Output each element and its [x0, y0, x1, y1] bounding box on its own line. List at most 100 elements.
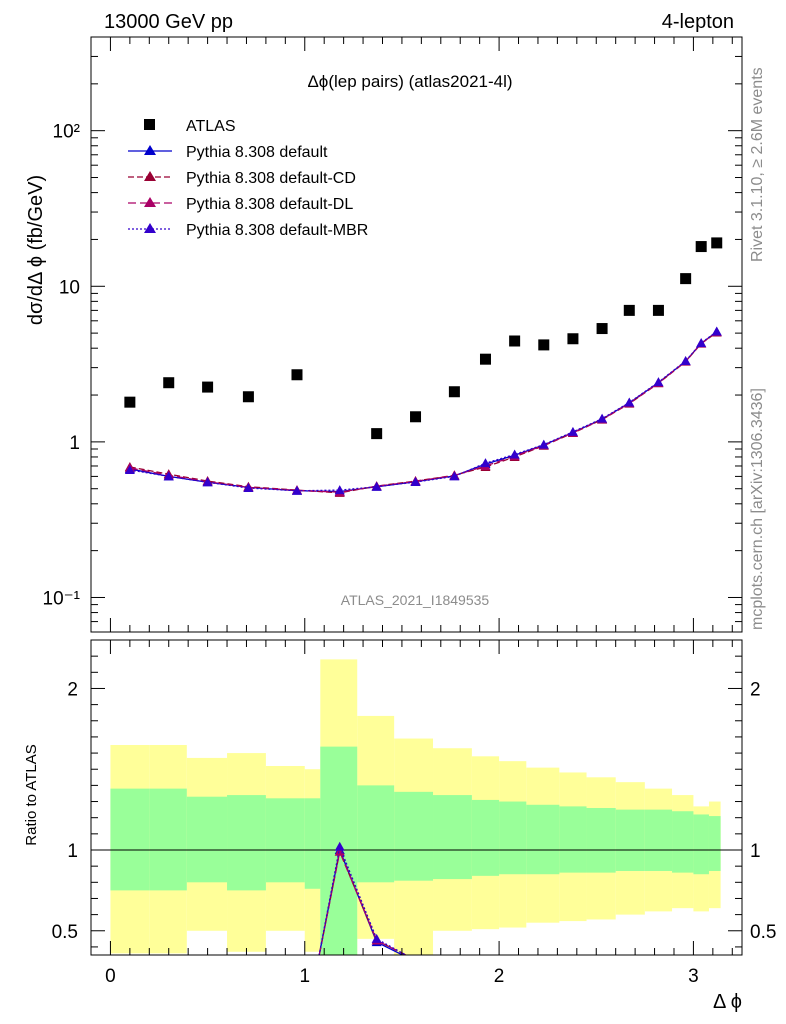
data-point	[163, 377, 175, 389]
mc-line-1	[129, 331, 718, 494]
mc-marker-3	[291, 485, 302, 495]
ratio-band-green	[526, 804, 560, 875]
ratio-band-green	[149, 788, 187, 891]
mc-marker-3	[653, 377, 664, 387]
data-point	[680, 273, 692, 285]
ratio-band-green	[644, 809, 673, 871]
chart-title: Δϕ(lep pairs) (atlas2021-4l)	[307, 72, 512, 91]
ratio-band-green	[186, 796, 228, 883]
y-tick-label: 1	[69, 433, 80, 454]
ratio-band-green	[693, 814, 709, 875]
data-point	[509, 335, 521, 347]
ratio-band-green	[357, 785, 395, 883]
ratio-band-green	[708, 816, 721, 871]
mc-line-3	[129, 330, 718, 492]
plot-layer: 0 1 2 3 10⁻¹ 1 10 10² 0.5 0.5 1 1 2 2 ATLAS Pythia 8.30…	[43, 36, 776, 987]
legend-label: Pythia 8.308 default-DL	[186, 196, 353, 213]
ratio-tick-label: 1	[67, 841, 78, 862]
ratio-band-group	[110, 659, 721, 955]
mc-marker-3	[202, 477, 213, 487]
ratio-band-green	[615, 809, 645, 871]
legend-entry-data: ATLAS	[144, 118, 236, 135]
legend-data-label: ATLAS	[186, 118, 236, 135]
legend-entry-3: Pythia 8.308 default-MBR	[128, 222, 368, 239]
ratio-band-green	[499, 801, 527, 875]
ratio-y-axis-label: Ratio to ATLAS	[23, 744, 40, 845]
data-point	[124, 396, 136, 408]
y-tick-label: 10²	[53, 122, 80, 143]
rivet-side-label: Rivet 3.1.10, ≥ 2.6M events	[749, 67, 766, 262]
watermark: ATLAS_2021_I1849535	[341, 592, 490, 608]
data-point	[538, 339, 550, 351]
ratio-tick-label: 2	[67, 679, 78, 700]
mc-marker-3	[567, 426, 578, 436]
x-axis-label: Δ ϕ	[713, 991, 742, 1013]
data-point	[567, 333, 579, 345]
ratio-marker-3	[371, 933, 382, 943]
mc-marker-3	[597, 413, 608, 423]
ratio-band-green	[110, 788, 150, 891]
data-point	[479, 353, 491, 365]
y-tick-label: 10	[59, 277, 80, 298]
data-point	[623, 304, 635, 316]
ratio-band-green	[559, 806, 587, 873]
mc-marker-3	[124, 464, 135, 474]
data-point	[596, 323, 608, 335]
x-tick-label: 0	[105, 966, 116, 987]
ratio-tick-label: 0.5	[52, 922, 78, 943]
mc-marker-3	[509, 449, 520, 459]
mc-marker-3	[371, 481, 382, 491]
mc-marker-3	[696, 337, 707, 347]
data-point	[291, 369, 303, 381]
legend-label: Pythia 8.308 default-CD	[186, 170, 356, 187]
mc-marker-3	[624, 397, 635, 407]
ratio-band-green	[433, 795, 472, 880]
mc-marker-3	[410, 477, 421, 487]
main-frame	[90, 36, 743, 633]
legend-entry-0: Pythia 8.308 default	[128, 144, 328, 161]
legend-marker	[144, 197, 156, 207]
ratio-tick-label-right: 1	[750, 841, 761, 862]
ratio-band-green	[672, 811, 694, 873]
legend-label: Pythia 8.308 default-MBR	[186, 222, 368, 239]
data-point	[202, 381, 214, 393]
mc-marker-3	[334, 485, 345, 495]
data-point	[695, 241, 707, 253]
ratio-band-green	[304, 798, 321, 889]
ratio-band-green	[394, 791, 434, 881]
y-axis-label: dσ/dΔ ϕ (fb/GeV)	[25, 175, 47, 325]
mc-marker-3	[163, 471, 174, 481]
mc-marker-3	[538, 439, 549, 449]
mc-marker-3	[711, 326, 722, 336]
mc-marker-3	[480, 458, 491, 468]
header-process-label: 4-lepton	[662, 11, 734, 33]
data-point	[448, 386, 460, 398]
legend-entry-1: Pythia 8.308 default-CD	[128, 170, 356, 187]
ratio-marker-3	[334, 841, 345, 851]
ratio-tick-label-right: 0.5	[750, 922, 776, 943]
y-tick-label: 10⁻¹	[43, 588, 81, 609]
ratio-tick-label-right: 2	[750, 679, 761, 700]
mc-line-2	[129, 331, 718, 493]
ratio-band-green	[471, 799, 500, 876]
mcplots-side-label: mcplots.cern.ch [arXiv:1306.3436]	[749, 388, 766, 630]
data-point	[410, 411, 422, 423]
mc-marker-3	[449, 471, 460, 481]
header-energy-label: 13000 GeV pp	[104, 11, 233, 33]
legend-marker	[144, 171, 156, 181]
x-tick-label: 2	[494, 966, 505, 987]
legend-label: Pythia 8.308 default	[186, 144, 328, 161]
data-point	[652, 304, 664, 316]
ratio-band-green	[265, 798, 305, 883]
legend-entry-2: Pythia 8.308 default-DL	[128, 196, 353, 213]
data-point	[371, 428, 383, 440]
legend-data-marker	[144, 119, 155, 130]
mc-line-0	[129, 331, 718, 493]
mc-marker-3	[680, 355, 691, 365]
ratio-band-green	[227, 795, 266, 891]
mc-marker-3	[243, 483, 254, 493]
legend-marker	[144, 145, 156, 155]
ratio-frame	[90, 639, 743, 956]
legend-marker	[144, 223, 156, 233]
